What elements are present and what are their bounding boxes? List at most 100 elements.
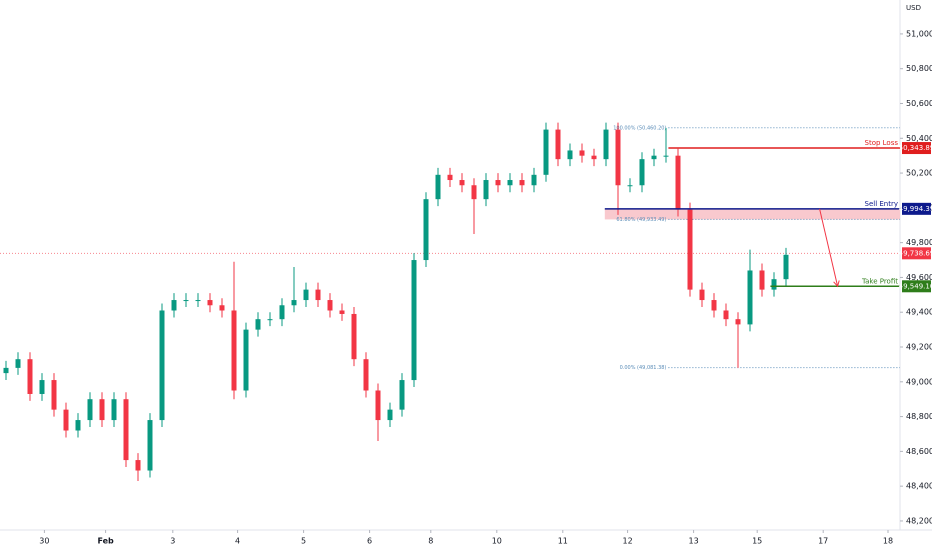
candle-body (87, 399, 93, 421)
x-tick-label: 10 (492, 537, 502, 546)
candle-body (351, 313, 357, 360)
trade-level-name: Stop Loss (865, 139, 899, 147)
candle-body (735, 319, 741, 325)
trade-level-name: Take Profit (861, 277, 898, 285)
candle-body (327, 300, 333, 311)
entry-zone (604, 208, 900, 220)
trade-level-box (902, 280, 931, 293)
candle-body (135, 460, 141, 471)
y-tick-label: 49,200.00 (906, 343, 932, 352)
y-tick-label: 48,200.00 (906, 516, 932, 525)
candle-body (603, 129, 609, 160)
fib-label: 100.00% (50,460.20) (613, 125, 666, 131)
x-tick-label: 13 (689, 537, 699, 546)
candle-body (39, 380, 45, 394)
candle-body (111, 399, 117, 421)
trade-level-label: 50,343.89 (899, 144, 932, 152)
x-tick-label: 3 (170, 537, 175, 546)
x-tick-label: 12 (623, 537, 633, 546)
candle-body (339, 310, 345, 314)
candle-body (123, 399, 129, 461)
candle-body (387, 409, 393, 421)
candle-body (363, 359, 369, 391)
candle-body (171, 300, 177, 311)
trade-level-box (902, 142, 931, 155)
candle-body (771, 279, 777, 290)
y-tick-label: 49,600.00 (906, 273, 932, 282)
candle-body (627, 185, 633, 187)
candle-body (147, 420, 153, 471)
candle-body (267, 319, 273, 321)
candle-body (15, 359, 21, 368)
candle-body (183, 300, 189, 302)
candle-body (567, 150, 573, 160)
candle-body (687, 209, 693, 290)
y-tick-label: 49,800.00 (906, 238, 932, 247)
candle-body (495, 180, 501, 186)
candle-body (411, 260, 417, 381)
candle-body (195, 300, 201, 302)
candle-body (747, 270, 753, 325)
y-tick-label: 48,600.00 (906, 447, 932, 456)
x-tick-label: 15 (752, 537, 762, 546)
candle-body (315, 289, 321, 301)
candle-body (375, 390, 381, 421)
candle-body (3, 367, 9, 374)
candle-body (231, 310, 237, 391)
candle-body (423, 199, 429, 261)
candle-body (63, 409, 69, 431)
candle-body (579, 150, 585, 156)
y-tick-label: 48,400.00 (906, 482, 932, 491)
candle-body (435, 174, 441, 200)
candle-body (519, 180, 525, 186)
candle-body (27, 359, 33, 394)
candle-body (651, 155, 657, 160)
candle-body (783, 254, 789, 280)
candle-body (483, 180, 489, 200)
candle-body (543, 129, 549, 175)
candle-body (663, 155, 669, 157)
current-price-box (902, 247, 931, 260)
y-tick-label: 50,200.00 (906, 169, 932, 178)
candle-body (723, 310, 729, 320)
candle-body (51, 380, 57, 410)
x-tick-label: 18 (883, 537, 893, 546)
trade-arrow-head (833, 280, 840, 288)
x-tick-label: 30 (39, 537, 49, 546)
x-tick-label: Feb (97, 537, 114, 546)
candle-body (555, 129, 561, 160)
candle-body (507, 180, 513, 186)
trade-level-box (902, 202, 931, 215)
x-tick-label: 17 (818, 537, 828, 546)
x-tick-label: 5 (301, 537, 306, 546)
candle-body (759, 270, 765, 290)
y-tick-label: 50,400.00 (906, 134, 932, 143)
y-tick-label: 51,000.00 (906, 29, 932, 38)
trade-level-label: 49,549.10 (899, 282, 932, 290)
candle-body (615, 129, 621, 186)
candle-body (279, 305, 285, 320)
y-tick-label: 49,400.00 (906, 308, 932, 317)
trade-arrow (819, 208, 839, 287)
y-tick-label: 50,600.00 (906, 99, 932, 108)
x-tick-label: 4 (235, 537, 240, 546)
y-tick-label: 50,800.00 (906, 64, 932, 73)
candle-body (255, 319, 261, 330)
trade-level-name: Sell Entry (865, 200, 899, 208)
candle-body (159, 310, 165, 421)
candle-body (675, 155, 681, 210)
candle-body (531, 174, 537, 186)
fib-label: 0.00% (49,081.38) (620, 365, 667, 371)
candle-body (219, 305, 225, 311)
candle-body (639, 159, 645, 186)
candle-body (243, 329, 249, 391)
trade-level-label: 49,994.39 (899, 205, 932, 213)
candle-body (591, 155, 597, 160)
candle-body (471, 185, 477, 200)
candle-body (99, 399, 105, 421)
y-tick-label: 49,000.00 (906, 377, 932, 386)
x-tick-label: 6 (367, 537, 372, 546)
fib-label: 61.80% (49,933.49) (616, 217, 666, 223)
